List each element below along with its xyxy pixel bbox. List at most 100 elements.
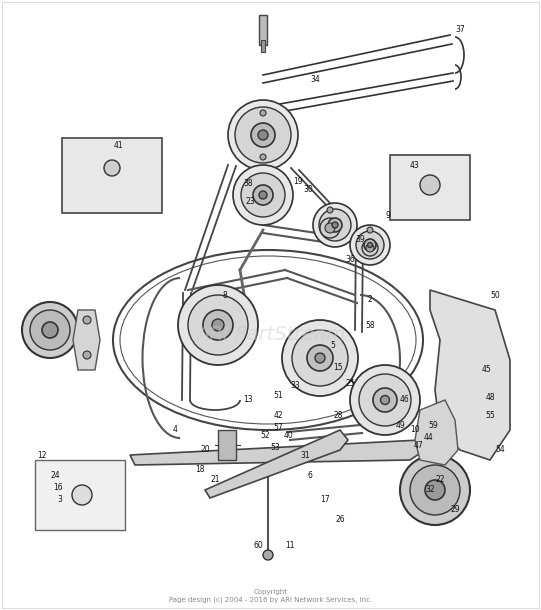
- Circle shape: [332, 222, 338, 228]
- Circle shape: [364, 239, 376, 251]
- Circle shape: [263, 550, 273, 560]
- Circle shape: [251, 123, 275, 147]
- Text: Copyright: Copyright: [254, 589, 288, 595]
- Text: 24: 24: [50, 470, 60, 479]
- Circle shape: [258, 130, 268, 140]
- Circle shape: [400, 455, 470, 525]
- Circle shape: [203, 310, 233, 340]
- Circle shape: [72, 485, 92, 505]
- Text: 32: 32: [425, 486, 435, 495]
- Text: 49: 49: [395, 420, 405, 429]
- Text: 44: 44: [423, 434, 433, 442]
- Circle shape: [212, 319, 224, 331]
- Circle shape: [30, 310, 70, 350]
- Circle shape: [420, 175, 440, 195]
- Text: 38: 38: [243, 179, 253, 187]
- Text: 22: 22: [436, 476, 445, 484]
- Circle shape: [83, 316, 91, 324]
- Circle shape: [22, 302, 78, 358]
- Text: 19: 19: [293, 178, 303, 187]
- Bar: [390, 155, 470, 220]
- Text: 10: 10: [410, 426, 420, 434]
- Circle shape: [282, 320, 358, 396]
- Text: 8: 8: [223, 290, 227, 300]
- Circle shape: [319, 209, 351, 241]
- Circle shape: [259, 191, 267, 199]
- Circle shape: [380, 395, 390, 404]
- Circle shape: [366, 244, 374, 252]
- Circle shape: [292, 330, 348, 386]
- Text: 21: 21: [210, 476, 220, 484]
- Circle shape: [367, 243, 373, 248]
- Circle shape: [356, 231, 384, 259]
- Circle shape: [260, 154, 266, 160]
- Text: 51: 51: [273, 390, 283, 400]
- Text: 46: 46: [400, 395, 410, 404]
- Text: 11: 11: [285, 540, 295, 550]
- Text: 15: 15: [333, 364, 343, 373]
- Circle shape: [188, 295, 248, 355]
- Circle shape: [325, 223, 335, 233]
- Polygon shape: [130, 440, 425, 465]
- Circle shape: [104, 160, 120, 176]
- Text: 18: 18: [195, 465, 204, 475]
- Circle shape: [328, 218, 342, 232]
- Text: 52: 52: [260, 431, 270, 439]
- Text: 25: 25: [345, 378, 355, 387]
- Text: 20: 20: [200, 445, 210, 454]
- Circle shape: [425, 480, 445, 500]
- Text: 59: 59: [428, 420, 438, 429]
- Circle shape: [327, 207, 333, 213]
- Polygon shape: [73, 310, 100, 370]
- Text: 33: 33: [290, 381, 300, 390]
- Text: ARI PartStream: ARI PartStream: [196, 326, 346, 345]
- Text: 17: 17: [320, 495, 330, 504]
- Text: 57: 57: [273, 423, 283, 432]
- Text: 23: 23: [245, 198, 255, 207]
- Bar: [261, 40, 265, 52]
- Text: 41: 41: [113, 140, 123, 149]
- Circle shape: [359, 374, 411, 426]
- Text: 13: 13: [243, 395, 253, 404]
- Text: 34: 34: [310, 76, 320, 85]
- Bar: [62, 138, 162, 213]
- Circle shape: [235, 107, 291, 163]
- Text: 30: 30: [303, 185, 313, 195]
- Text: 48: 48: [485, 393, 495, 403]
- Text: 50: 50: [490, 290, 500, 300]
- Text: 37: 37: [455, 26, 465, 35]
- Circle shape: [260, 110, 266, 116]
- Text: Page design (c) 2004 - 2016 by ARI Network Services, Inc.: Page design (c) 2004 - 2016 by ARI Netwo…: [169, 597, 373, 603]
- Text: 31: 31: [300, 451, 310, 459]
- Text: 9: 9: [386, 210, 391, 220]
- Polygon shape: [205, 430, 348, 498]
- Circle shape: [373, 388, 397, 412]
- Text: 3: 3: [57, 495, 62, 504]
- Text: 36: 36: [345, 256, 355, 265]
- Text: 58: 58: [365, 320, 375, 329]
- Text: 54: 54: [495, 445, 505, 454]
- Text: 43: 43: [410, 160, 420, 170]
- Text: 47: 47: [413, 440, 423, 450]
- Text: 40: 40: [283, 431, 293, 439]
- Circle shape: [228, 100, 298, 170]
- Text: 29: 29: [450, 506, 460, 514]
- Circle shape: [362, 240, 378, 256]
- Text: 42: 42: [273, 411, 283, 420]
- Circle shape: [233, 165, 293, 225]
- Text: 26: 26: [335, 515, 345, 525]
- Bar: [259, 15, 267, 45]
- Circle shape: [315, 353, 325, 363]
- Text: 6: 6: [308, 470, 313, 479]
- Text: 16: 16: [53, 484, 63, 492]
- Text: 53: 53: [270, 443, 280, 453]
- Circle shape: [367, 227, 373, 233]
- Text: 12: 12: [37, 451, 47, 459]
- Text: 28: 28: [333, 411, 343, 420]
- Text: 2: 2: [368, 295, 372, 304]
- Bar: [218, 430, 236, 460]
- Polygon shape: [430, 290, 510, 460]
- Text: 4: 4: [173, 426, 177, 434]
- Circle shape: [350, 225, 390, 265]
- Text: 45: 45: [482, 365, 492, 375]
